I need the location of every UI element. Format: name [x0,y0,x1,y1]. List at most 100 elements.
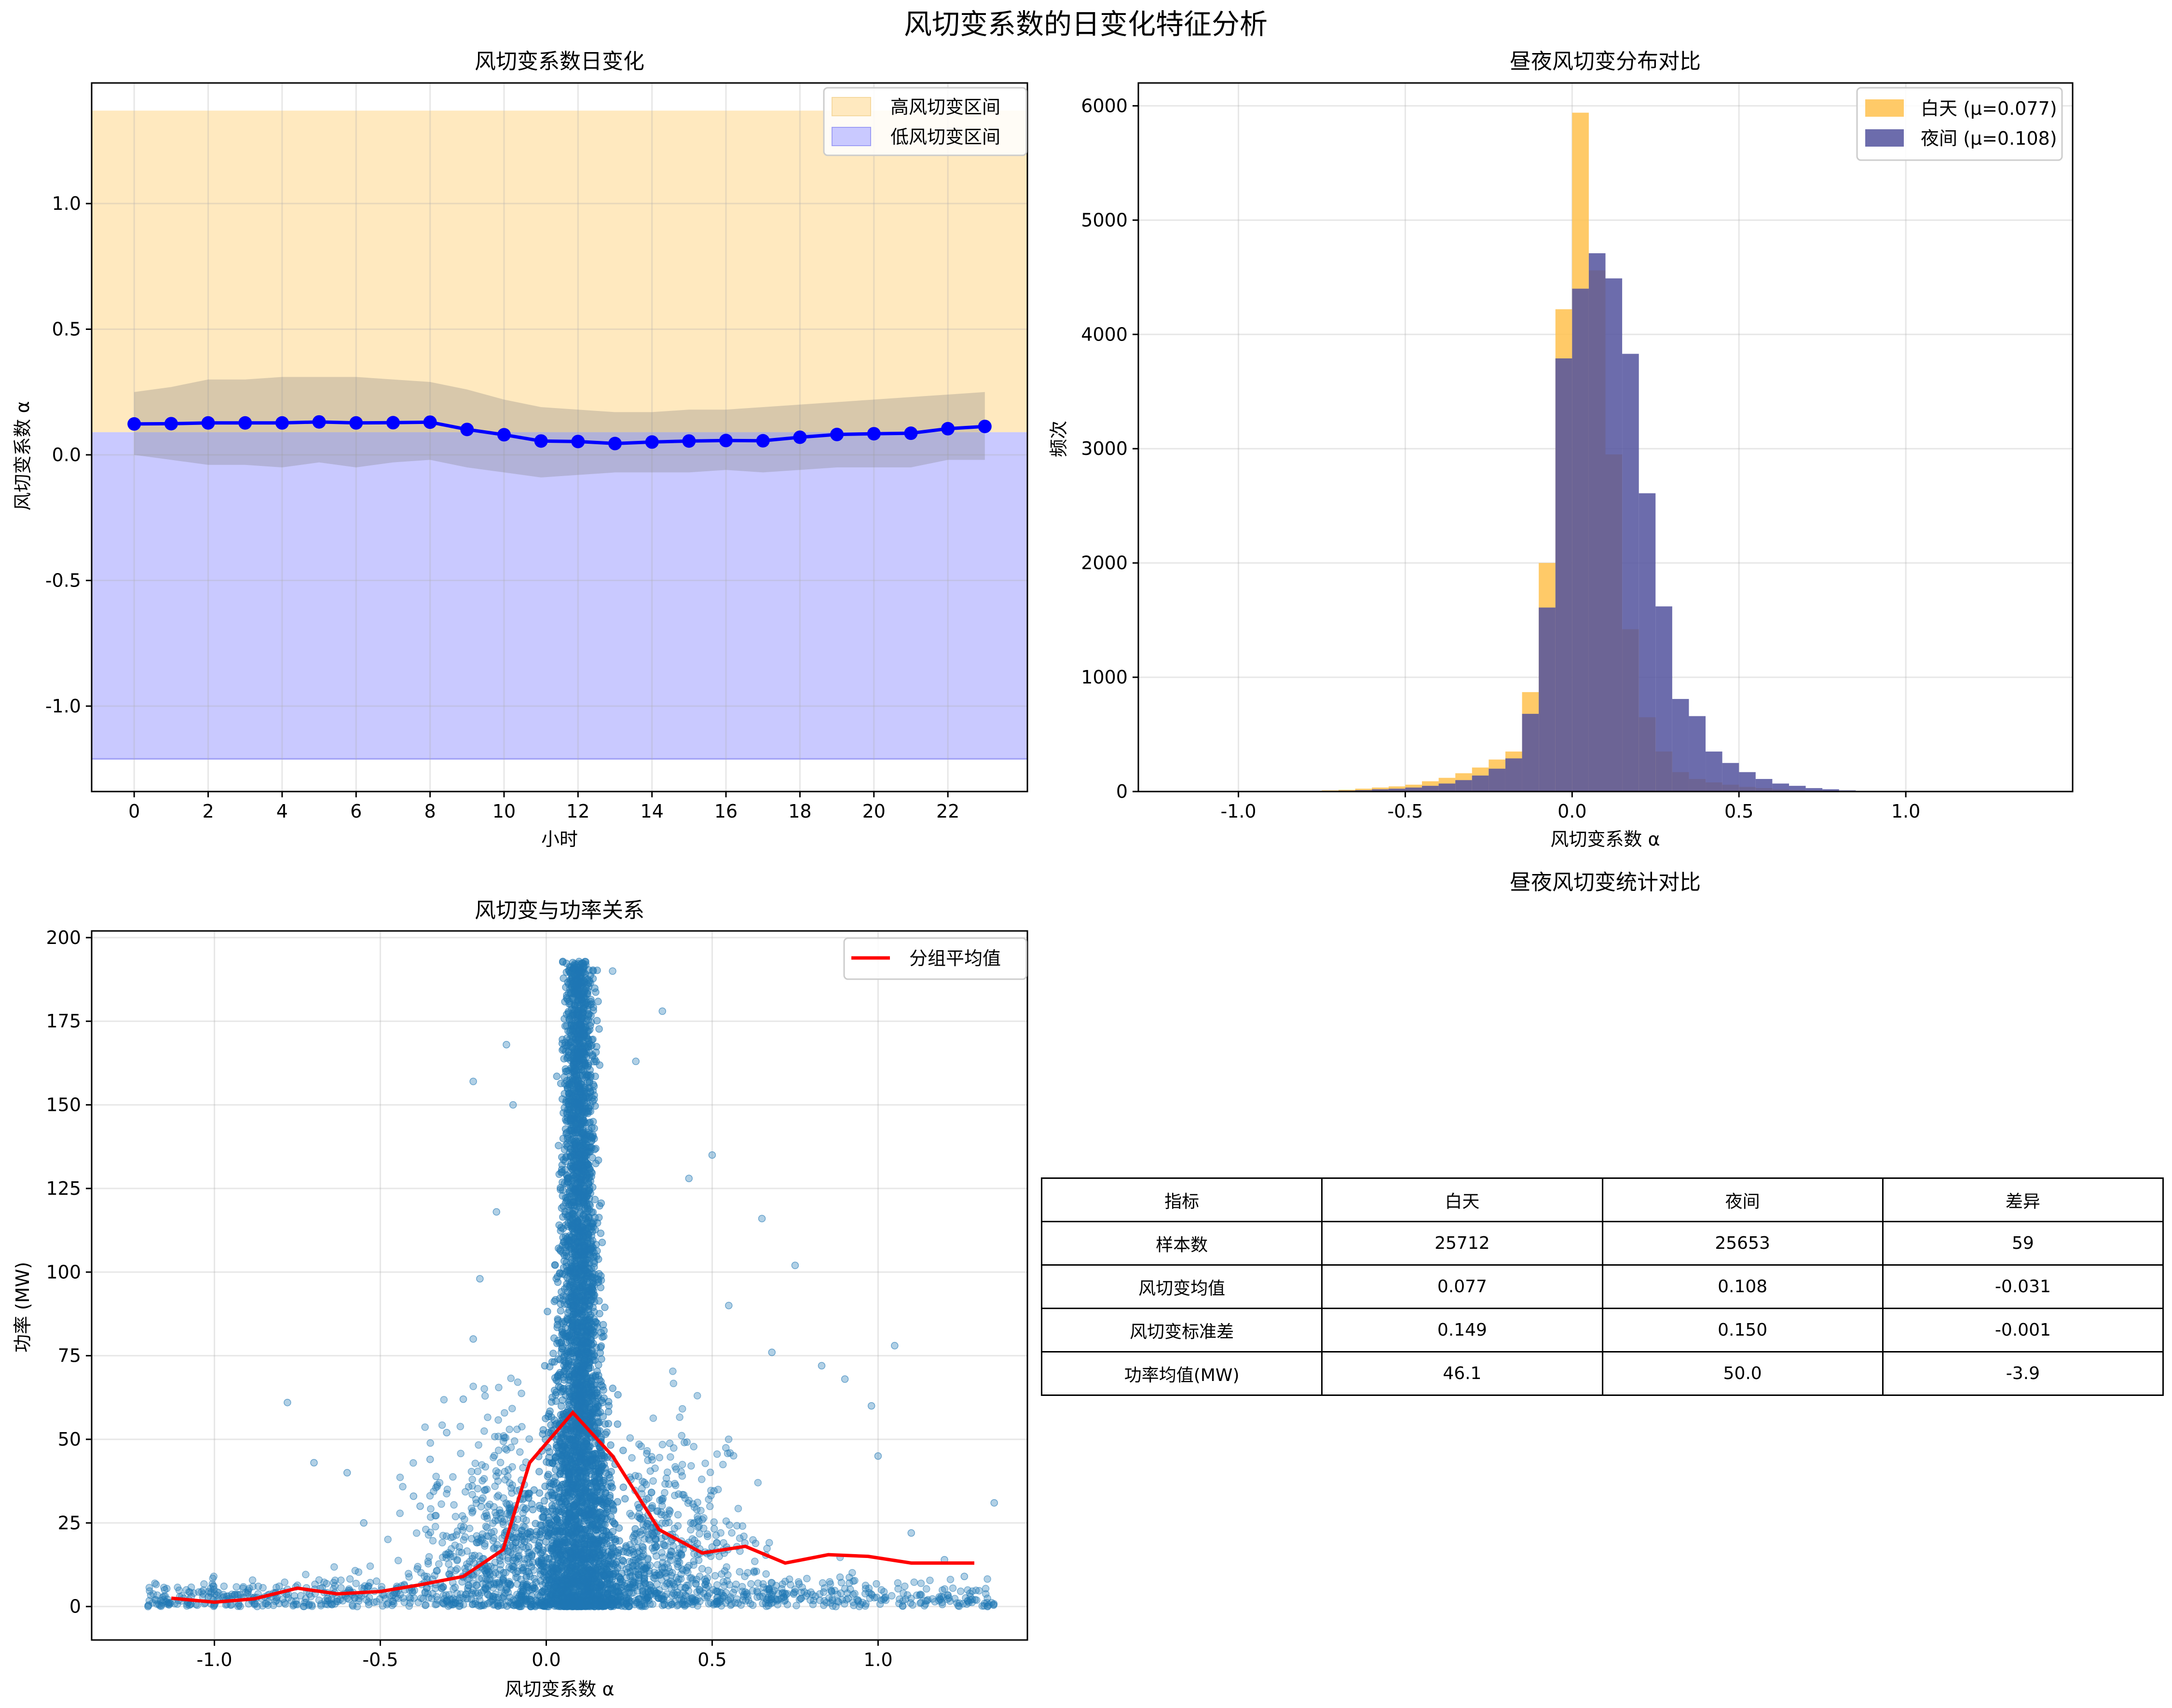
scatter-point [566,1472,574,1480]
scatter-point [546,1363,554,1371]
scatter-point [563,1314,571,1322]
scatter-point [604,1408,613,1416]
scatter-point [575,1141,584,1149]
scatter-point [599,1412,607,1421]
scatter-point [594,1460,602,1468]
scatter-point [583,1514,591,1522]
scatter-point [535,1468,543,1476]
y-tick-label: -0.5 [45,570,81,591]
x-tick-label: 0 [128,801,140,822]
night-bar [1489,768,1505,792]
scatter-point [574,980,583,988]
scatter-point [917,1579,925,1587]
histogram-title: 昼夜风切变分布对比 [1510,49,1701,74]
scatter-point [566,977,574,985]
axes-frame [1137,82,2074,793]
scatter-point [568,1164,575,1173]
scatter-point [559,1331,567,1339]
scatter-point [614,1420,622,1428]
mean-point [460,423,474,437]
scatter-point [589,1118,597,1126]
scatter-point [586,1246,594,1254]
scatter-point [581,978,588,985]
scatter-point [581,1527,588,1534]
night-bar [1755,779,1773,792]
scatter-point [797,1588,806,1597]
x-tick-label: -1.0 [1220,801,1256,822]
scatter-point [565,1015,573,1023]
night-bar [1472,775,1489,792]
scatter-point [546,1448,554,1456]
scatter-point [588,1051,597,1059]
histogram-legend: 白天 (μ=0.077) 夜间 (μ=0.108) [1856,87,2063,161]
scatter-point [574,1053,582,1061]
mean-point [830,427,844,441]
y-tick-label: 4000 [1081,324,1128,345]
scatter-point [603,1515,611,1523]
y-tick-label: 5000 [1081,209,1128,231]
scatter-point [544,1492,552,1500]
scatter-point [579,1338,587,1346]
mean-point [719,434,733,448]
scatter-point [193,1601,201,1609]
scatter-point [598,1520,606,1528]
mean-point [386,416,400,430]
scatter-point [330,1563,338,1571]
mean-point [275,416,289,430]
scatter-point [809,1600,817,1609]
scatter-point [574,1484,582,1492]
legend-low-zone-label: 低风切变区间 [890,126,1000,148]
scatter-point [558,1508,565,1516]
y-tick-label: 1000 [1081,667,1128,688]
std-band [134,377,985,478]
scatter-point [548,1544,556,1553]
scatter-point [554,1355,562,1363]
night-bar [1789,786,1806,792]
scatter-point [614,1391,622,1399]
scatter-point [597,1466,605,1475]
scatter-point [352,1580,360,1587]
scatter-point [582,984,590,992]
scatter-point [558,1338,565,1346]
scatter-point [550,1528,558,1536]
scatter-point [556,1437,564,1445]
scatter-point [568,1458,576,1466]
y-tick-label: 1.0 [52,193,81,214]
scatter-point [594,1419,602,1427]
scatter-point [571,1546,579,1554]
scatter-point [582,994,590,1002]
scatter-point [571,1439,579,1447]
night-bar [1622,354,1639,792]
night-bar [1539,607,1556,792]
scatter-point [599,1476,607,1484]
scatter-point [591,1196,599,1203]
scatter-point [603,1483,612,1491]
night-bar [1555,358,1572,792]
scatter-point [536,1521,544,1529]
scatter-point [609,1528,617,1536]
scatter-panel: 风切变与功率关系 -1.0 -0.5 0.0 0.5 1.002550751001251… [12,898,1028,1700]
scatter-point [581,1266,589,1274]
night-bar [1689,716,1706,792]
scatter-point [405,1570,412,1578]
scatter-point [586,1442,594,1450]
legend-day-label: 白天 (μ=0.077) [1921,98,2057,119]
scatter-point [554,1373,562,1381]
night-bar [1672,699,1689,792]
scatter-point [583,1275,591,1283]
scatter-point [579,1155,587,1163]
scatter-point [559,958,567,966]
scatter-point [585,1596,593,1604]
scatter-point [571,1275,578,1283]
scatter-point [569,1562,577,1571]
x-tick-label: -0.5 [1387,801,1423,822]
night-bar [1522,713,1539,792]
x-tick-label: 20 [862,801,886,822]
diurnal-ylabel: 风切变系数 α [12,401,33,510]
scatter-point [567,989,574,997]
y-tick-label: -1.0 [45,696,81,717]
scatter-point [596,1349,604,1357]
scatter-point [548,1459,556,1467]
scatter-point [248,1576,257,1584]
mean-point [645,435,659,449]
